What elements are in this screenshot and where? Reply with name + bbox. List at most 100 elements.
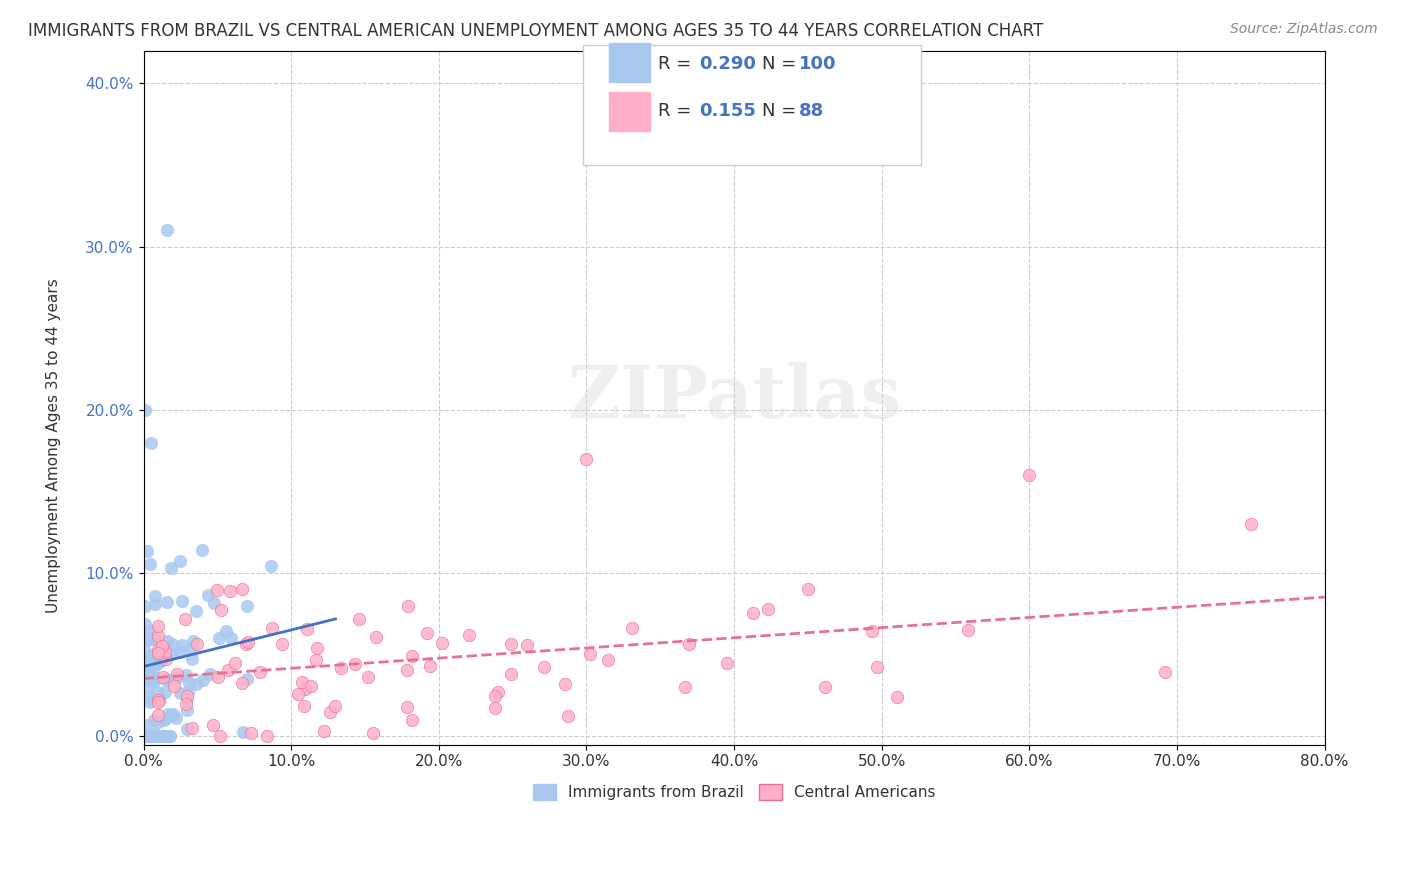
Point bbox=[135, 666, 157, 681]
Point bbox=[232, 724, 254, 739]
Text: ZIPatlas: ZIPatlas bbox=[567, 362, 901, 434]
Point bbox=[162, 707, 184, 722]
Point bbox=[150, 639, 173, 653]
Point bbox=[554, 676, 576, 690]
Point bbox=[312, 723, 335, 738]
Point bbox=[176, 703, 198, 717]
Point bbox=[575, 451, 598, 466]
Point bbox=[142, 692, 165, 706]
Point bbox=[180, 721, 202, 735]
Point bbox=[134, 651, 156, 665]
Point bbox=[150, 730, 173, 744]
Point bbox=[205, 583, 228, 598]
Point bbox=[138, 690, 160, 704]
Point bbox=[419, 658, 441, 673]
Point bbox=[343, 657, 366, 671]
Point bbox=[797, 582, 820, 597]
Point bbox=[145, 730, 167, 744]
Point bbox=[172, 593, 194, 607]
Point bbox=[176, 722, 198, 736]
Point bbox=[148, 693, 170, 707]
Point bbox=[860, 624, 883, 639]
Point bbox=[260, 559, 283, 574]
Point bbox=[134, 665, 156, 680]
Point bbox=[886, 690, 908, 705]
Point bbox=[292, 699, 315, 714]
Point bbox=[215, 624, 238, 639]
Point bbox=[249, 665, 271, 679]
Point bbox=[191, 542, 214, 557]
Point bbox=[143, 631, 166, 645]
Text: N =: N = bbox=[762, 103, 801, 120]
Text: 0.155: 0.155 bbox=[699, 103, 755, 120]
Point bbox=[1153, 665, 1175, 680]
Point bbox=[207, 670, 229, 684]
Point bbox=[364, 630, 387, 644]
Point bbox=[134, 617, 156, 632]
Point bbox=[148, 619, 170, 633]
Point bbox=[432, 636, 454, 650]
Point bbox=[533, 660, 555, 674]
Point bbox=[143, 597, 166, 611]
Point bbox=[142, 730, 165, 744]
Point bbox=[156, 223, 179, 237]
Point bbox=[138, 558, 160, 572]
Point bbox=[180, 641, 202, 656]
Point bbox=[143, 713, 166, 727]
Point bbox=[136, 730, 159, 744]
Point bbox=[357, 670, 380, 684]
Point bbox=[741, 607, 763, 621]
Point bbox=[208, 631, 231, 645]
Point bbox=[145, 730, 167, 744]
Point bbox=[146, 685, 169, 699]
Point bbox=[142, 674, 165, 689]
Point bbox=[557, 709, 579, 723]
Point bbox=[291, 674, 314, 689]
Point bbox=[155, 685, 177, 699]
Point bbox=[148, 629, 170, 643]
Point bbox=[136, 680, 159, 694]
Point bbox=[156, 595, 179, 609]
Point bbox=[153, 730, 176, 744]
Point bbox=[330, 660, 353, 674]
Point bbox=[484, 701, 506, 715]
Point bbox=[159, 730, 181, 744]
Point bbox=[134, 403, 156, 417]
Point bbox=[141, 632, 163, 646]
Point bbox=[716, 657, 738, 671]
Text: Unemployment Among Ages 35 to 44 years: Unemployment Among Ages 35 to 44 years bbox=[46, 278, 60, 614]
Point bbox=[153, 712, 176, 726]
Point bbox=[396, 663, 419, 677]
Point bbox=[134, 630, 156, 644]
Point bbox=[598, 653, 620, 667]
Point bbox=[149, 652, 172, 666]
Point bbox=[174, 698, 197, 712]
Point bbox=[160, 648, 183, 662]
Point bbox=[138, 672, 160, 686]
Point bbox=[156, 706, 179, 721]
Point bbox=[814, 680, 837, 694]
Point bbox=[401, 713, 423, 727]
Point bbox=[186, 677, 208, 691]
Point bbox=[231, 676, 253, 690]
Point bbox=[148, 695, 170, 709]
Point bbox=[458, 628, 481, 642]
Point bbox=[138, 667, 160, 681]
Point bbox=[155, 645, 177, 659]
Point bbox=[134, 730, 156, 744]
Point bbox=[219, 584, 242, 599]
Point bbox=[152, 730, 174, 744]
Point bbox=[143, 671, 166, 685]
Point bbox=[224, 656, 246, 670]
Point bbox=[209, 730, 232, 744]
Point bbox=[235, 637, 257, 651]
Point bbox=[170, 638, 193, 652]
Point bbox=[287, 686, 309, 700]
Point bbox=[134, 643, 156, 657]
Text: R =: R = bbox=[658, 103, 697, 120]
Point bbox=[155, 652, 177, 666]
Point bbox=[396, 699, 419, 714]
Point bbox=[305, 641, 328, 656]
Text: 0.290: 0.290 bbox=[699, 55, 755, 73]
Point bbox=[169, 686, 191, 700]
